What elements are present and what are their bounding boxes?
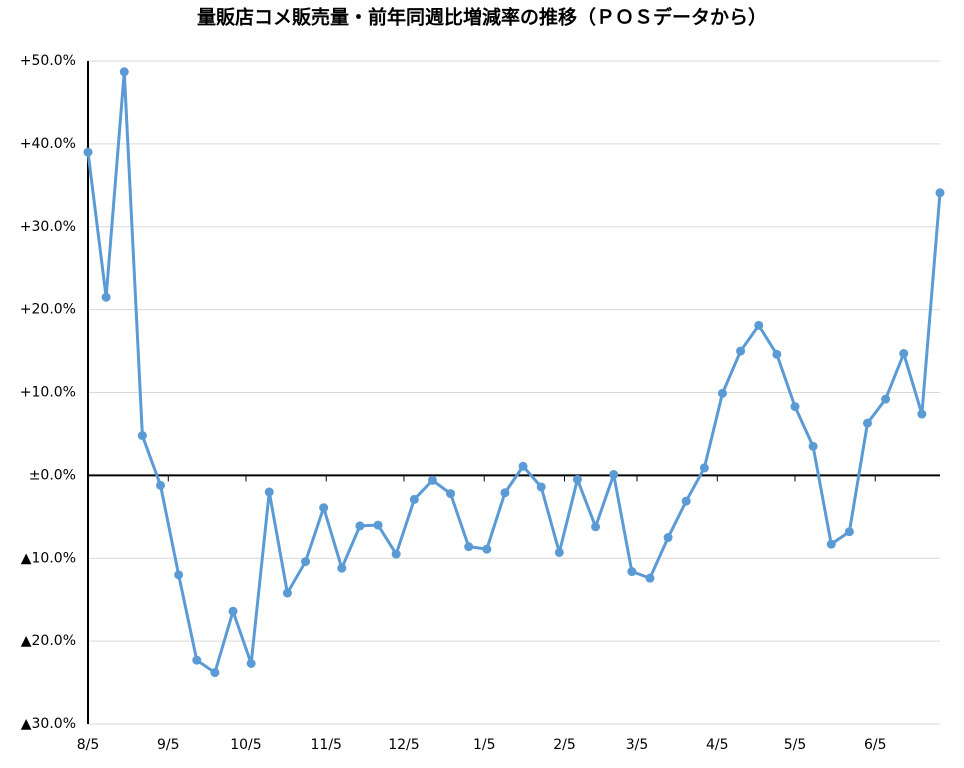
data-point (409, 494, 419, 504)
data-point (373, 520, 383, 530)
data-point (790, 402, 800, 412)
data-point (609, 470, 619, 480)
chart-title: 量販店コメ販売量・前年同週比増減率の推移（ＰＯＳデータから） (197, 6, 767, 29)
data-point (210, 668, 220, 678)
x-tick-label: 9/5 (157, 737, 180, 753)
data-point (881, 394, 891, 404)
data-point (591, 522, 601, 532)
data-point (282, 588, 292, 598)
data-point (119, 67, 129, 77)
data-point (536, 482, 546, 492)
data-point (917, 409, 927, 419)
data-point (482, 544, 492, 554)
data-point (192, 655, 202, 665)
data-point (101, 292, 111, 302)
data-point (572, 475, 582, 485)
data-point (862, 418, 872, 428)
x-tick-label: 1/5 (473, 737, 496, 753)
x-tick-label: 3/5 (626, 737, 649, 753)
y-tick-label: +50.0% (20, 53, 76, 69)
data-point (717, 388, 727, 398)
y-tick-label: ▲20.0% (21, 633, 76, 649)
data-point (427, 475, 437, 485)
data-point (500, 488, 510, 498)
y-tick-label: +30.0% (20, 219, 76, 235)
data-point (301, 557, 311, 567)
data-point (699, 463, 709, 473)
x-tick-label: 10/5 (230, 737, 261, 753)
data-point (319, 503, 329, 513)
data-point (681, 496, 691, 506)
data-point (264, 487, 274, 497)
data-point (772, 349, 782, 359)
data-point (645, 573, 655, 583)
data-point (663, 533, 673, 543)
x-tick-label: 12/5 (388, 737, 419, 753)
data-point (174, 570, 184, 580)
data-point (826, 539, 836, 549)
data-point (337, 563, 347, 573)
data-point (627, 567, 637, 577)
y-tick-label: +20.0% (20, 302, 76, 318)
data-point (554, 547, 564, 557)
data-point (844, 527, 854, 537)
x-tick-label: 5/5 (784, 737, 807, 753)
data-point (464, 542, 474, 552)
data-point (355, 521, 365, 531)
y-tick-label: +40.0% (20, 136, 76, 152)
data-point (137, 431, 147, 441)
y-tick-label: ▲30.0% (21, 716, 76, 732)
data-point (246, 659, 256, 669)
data-point (935, 188, 945, 198)
data-point (736, 346, 746, 356)
data-point (808, 441, 818, 451)
data-point (83, 147, 93, 157)
x-tick-label: 8/5 (77, 737, 100, 753)
x-tick-label: 2/5 (553, 737, 576, 753)
y-tick-label: ▲10.0% (21, 550, 76, 566)
data-point (518, 461, 528, 471)
series-line (86, 70, 942, 675)
x-tick-label: 6/5 (864, 737, 887, 753)
x-tick-label: 11/5 (311, 737, 342, 753)
data-point (228, 606, 238, 616)
data-point (391, 549, 401, 559)
y-tick-label: +10.0% (20, 385, 76, 401)
y-tick-label: ±0.0% (29, 467, 76, 483)
data-point (446, 489, 456, 499)
data-point (156, 480, 166, 490)
data-point (754, 320, 764, 330)
data-point (899, 349, 909, 359)
x-tick-label: 4/5 (706, 737, 729, 753)
